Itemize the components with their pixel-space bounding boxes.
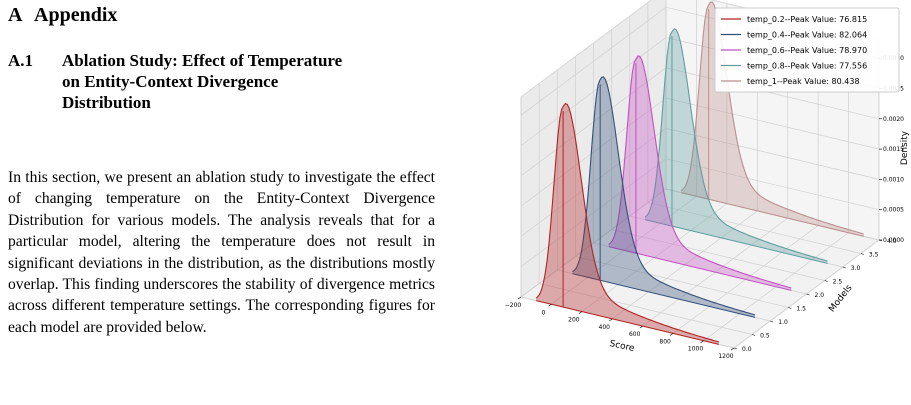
y-tick-label: 0.5 <box>760 333 770 340</box>
density-fill <box>572 76 755 318</box>
density-curve <box>680 1 864 235</box>
section-title: Appendix <box>34 4 118 26</box>
x-tick <box>700 340 704 343</box>
density-fill <box>681 2 864 237</box>
chart-legend: temp_0.2--Peak Value: 76.815 temp_0.4--Pe… <box>714 7 900 93</box>
legend-label: temp_0.2--Peak Value: 76.815 <box>747 15 867 24</box>
y-tick-label: 2.5 <box>833 279 843 286</box>
x-tick-label: 600 <box>629 331 641 338</box>
density-fill <box>536 103 719 345</box>
density-curves <box>535 1 864 345</box>
x-tick <box>730 347 735 351</box>
baseline <box>644 219 828 264</box>
baseline <box>608 246 792 291</box>
baseline <box>681 192 864 237</box>
y-tick-label: 3.0 <box>851 265 861 272</box>
y-tick <box>806 293 810 296</box>
x-tick-label: 200 <box>568 317 580 324</box>
density-curve <box>608 55 792 289</box>
x-tick <box>609 318 613 322</box>
subsection-heading: A.1 Ablation Study: Effect of Temperatur… <box>8 50 348 113</box>
density-curve <box>644 28 828 262</box>
x-tick <box>548 304 552 307</box>
z-tick-label: 0.0000 <box>883 237 904 244</box>
y-tick-label: 0.0 <box>742 346 752 353</box>
legend-label: temp_0.6--Peak Value: 78.970 <box>747 46 867 55</box>
baseline <box>536 300 719 345</box>
y-tick-label: 1.5 <box>796 306 806 313</box>
x-tick <box>669 333 674 336</box>
x-tick-label: 1000 <box>688 346 703 353</box>
y-tick <box>824 280 828 282</box>
z-tick-label: 0.0005 <box>883 207 904 214</box>
y-tick <box>842 266 846 269</box>
section-heading: A Appendix <box>8 4 117 27</box>
x-tick-label: 0 <box>542 309 546 316</box>
subsection-number: A.1 <box>8 51 34 70</box>
body-paragraph: In this section, we present an ablation … <box>8 169 435 336</box>
z-tick-label: 0.0010 <box>883 176 904 183</box>
x-tick-label: −200 <box>505 302 522 309</box>
density-curve <box>572 76 756 316</box>
legend-label: temp_0.8--Peak Value: 77.556 <box>747 62 867 71</box>
density-fill <box>645 28 828 264</box>
y-tick <box>788 307 792 309</box>
x-tick <box>578 311 583 314</box>
y-tick <box>752 334 756 336</box>
y-tick <box>860 253 864 255</box>
y-tick-label: 4.0 <box>887 238 897 245</box>
y-axis-label: Models <box>827 283 855 314</box>
section-number: A <box>8 4 23 26</box>
z-tick-label: 0.0015 <box>883 146 904 153</box>
y-tick-label: 2.0 <box>815 292 825 299</box>
x-tick <box>517 296 522 300</box>
z-grid-line <box>520 158 880 267</box>
legend-box <box>714 7 900 93</box>
z-axis-label: Density <box>900 130 910 165</box>
y-tick-label: 3.5 <box>869 252 879 259</box>
y-tick <box>770 320 774 323</box>
x-tick <box>639 325 643 329</box>
y-tick <box>733 347 738 350</box>
baseline <box>572 273 756 318</box>
x-tick-label: 800 <box>659 338 671 345</box>
x-tick-label: 1200 <box>718 353 733 360</box>
z-grid-line <box>520 128 880 237</box>
ridgeline-3d-chart: −200 0 200 400 600 800 1000 1200 0.0 0.5 1.0 1.5 2.0… <box>505 0 910 360</box>
subsection-title: Ablation Study: Effect of Temperature on… <box>62 51 343 112</box>
legend-label: temp_0.4--Peak Value: 82.064 <box>747 31 867 40</box>
x-tick-label: 400 <box>599 324 611 331</box>
x-axis-label: Score <box>609 339 636 354</box>
y-tick-label: 1.0 <box>778 319 788 326</box>
z-grid-line <box>520 97 880 207</box>
z-tick-label: 0.0020 <box>883 116 904 123</box>
density-fill <box>608 56 792 291</box>
legend-label: temp_1--Peak Value: 80.438 <box>747 77 860 86</box>
density-curve <box>535 102 719 343</box>
